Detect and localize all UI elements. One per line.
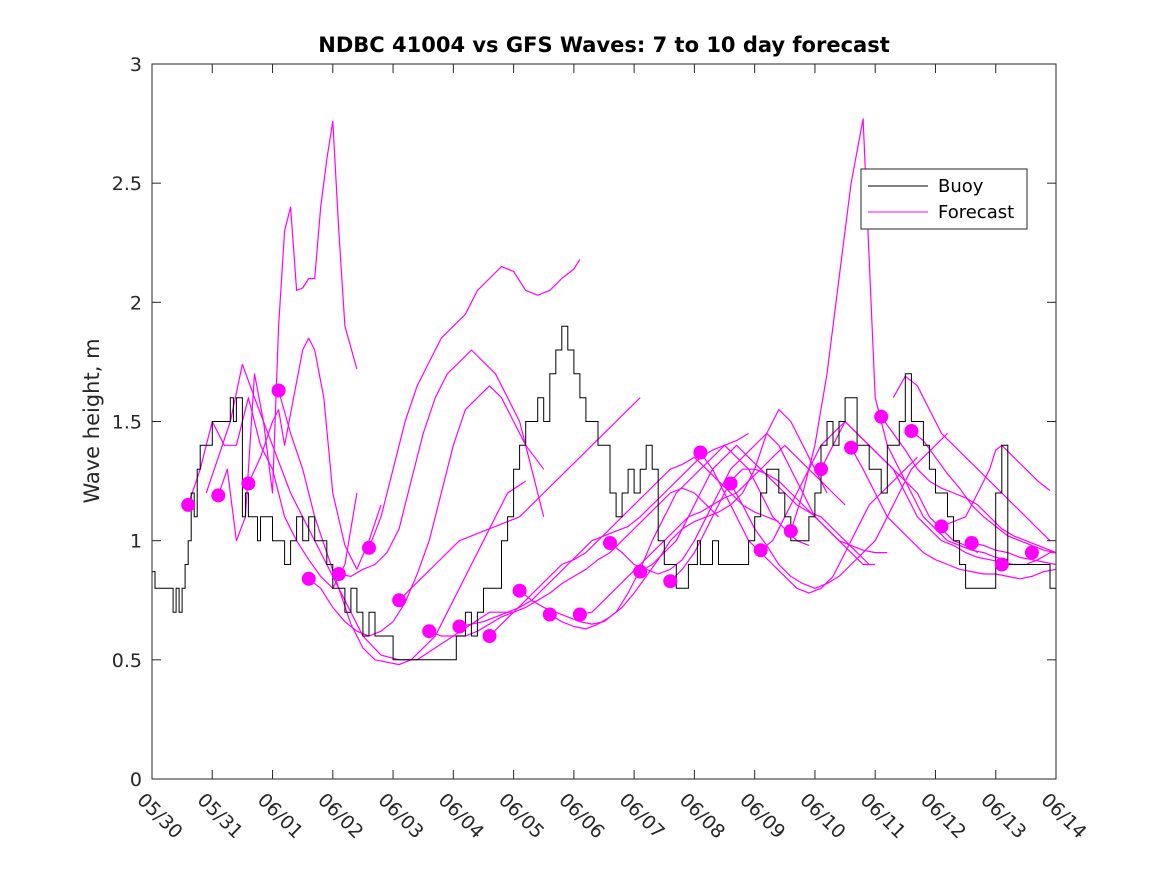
forecast-marker-10 <box>482 629 497 643</box>
y-tick-label: 1.5 <box>112 412 142 434</box>
forecast-series-line-6 <box>338 349 545 578</box>
legend-box <box>860 168 1028 230</box>
forecast-marker-23 <box>874 409 889 424</box>
forecast-marker-15 <box>633 564 648 579</box>
buoy-series-line <box>152 325 1056 661</box>
forecast-marker-11 <box>512 583 527 598</box>
forecast-series-line-23 <box>850 447 1057 580</box>
forecast-marker-19 <box>753 543 768 558</box>
forecast-marker-6 <box>362 540 376 555</box>
forecast-marker-24 <box>904 424 919 438</box>
forecast-series-line-7 <box>368 259 581 549</box>
forecast-marker-5 <box>331 567 346 581</box>
forecast-marker-16 <box>663 574 678 589</box>
forecast-marker-7 <box>392 593 407 608</box>
forecast-marker-25 <box>934 519 949 534</box>
forecast-series-line-5 <box>308 385 545 637</box>
forecast-series-line-16 <box>639 444 870 573</box>
forecast-marker-27 <box>994 557 1009 572</box>
y-tick-label: 0.5 <box>112 650 142 672</box>
forecast-series-line-11 <box>489 456 780 637</box>
forecast-series-line-25 <box>892 375 1051 542</box>
forecast-marker-26 <box>964 536 979 550</box>
forecast-series-line-2 <box>247 337 382 570</box>
y-tick-label: 0 <box>130 769 142 791</box>
chart-title: NDBC 41004 vs GFS Waves: 7 to 10 day for… <box>318 33 889 57</box>
forecast-series-line-8 <box>398 397 641 601</box>
forecast-marker-0 <box>181 497 196 512</box>
forecast-series-line-28 <box>971 542 1057 566</box>
forecast-marker-1 <box>211 488 226 503</box>
forecast-series-line-0 <box>187 397 358 589</box>
forecast-series-line-13 <box>549 409 828 630</box>
forecast-marker-18 <box>723 476 738 491</box>
y-tick-label: 2.5 <box>112 173 142 195</box>
forecast-marker-17 <box>693 445 708 460</box>
y-axis-label: Wave height, m <box>80 338 104 503</box>
forecast-marker-13 <box>572 607 587 622</box>
forecast-marker-12 <box>542 607 557 622</box>
forecast-series-line-4 <box>278 390 527 666</box>
forecast-marker-14 <box>603 536 617 550</box>
forecast-series-line-27 <box>941 444 1051 527</box>
legend-forecast-label: Forecast <box>938 202 1014 223</box>
forecast-marker-21 <box>814 462 828 477</box>
forecast-series-line-26 <box>911 430 1057 554</box>
y-tick-label: 3 <box>130 54 142 76</box>
forecast-marker-22 <box>844 440 859 455</box>
legend-buoy-label: Buoy <box>938 176 984 197</box>
y-tick-label: 1 <box>130 531 142 553</box>
forecast-marker-3 <box>271 383 286 398</box>
forecast-marker-20 <box>783 524 798 539</box>
forecast-marker-4 <box>301 571 316 586</box>
forecast-series-line-24 <box>880 416 1057 554</box>
forecast-marker-8 <box>422 624 437 639</box>
legend: Buoy Forecast <box>860 168 1028 230</box>
forecast-series-line-21 <box>790 118 1008 561</box>
forecast-marker-28 <box>1024 545 1039 560</box>
forecast-marker-2 <box>241 476 256 491</box>
y-tick-label: 2 <box>130 292 142 314</box>
forecast-marker-9 <box>452 619 467 634</box>
